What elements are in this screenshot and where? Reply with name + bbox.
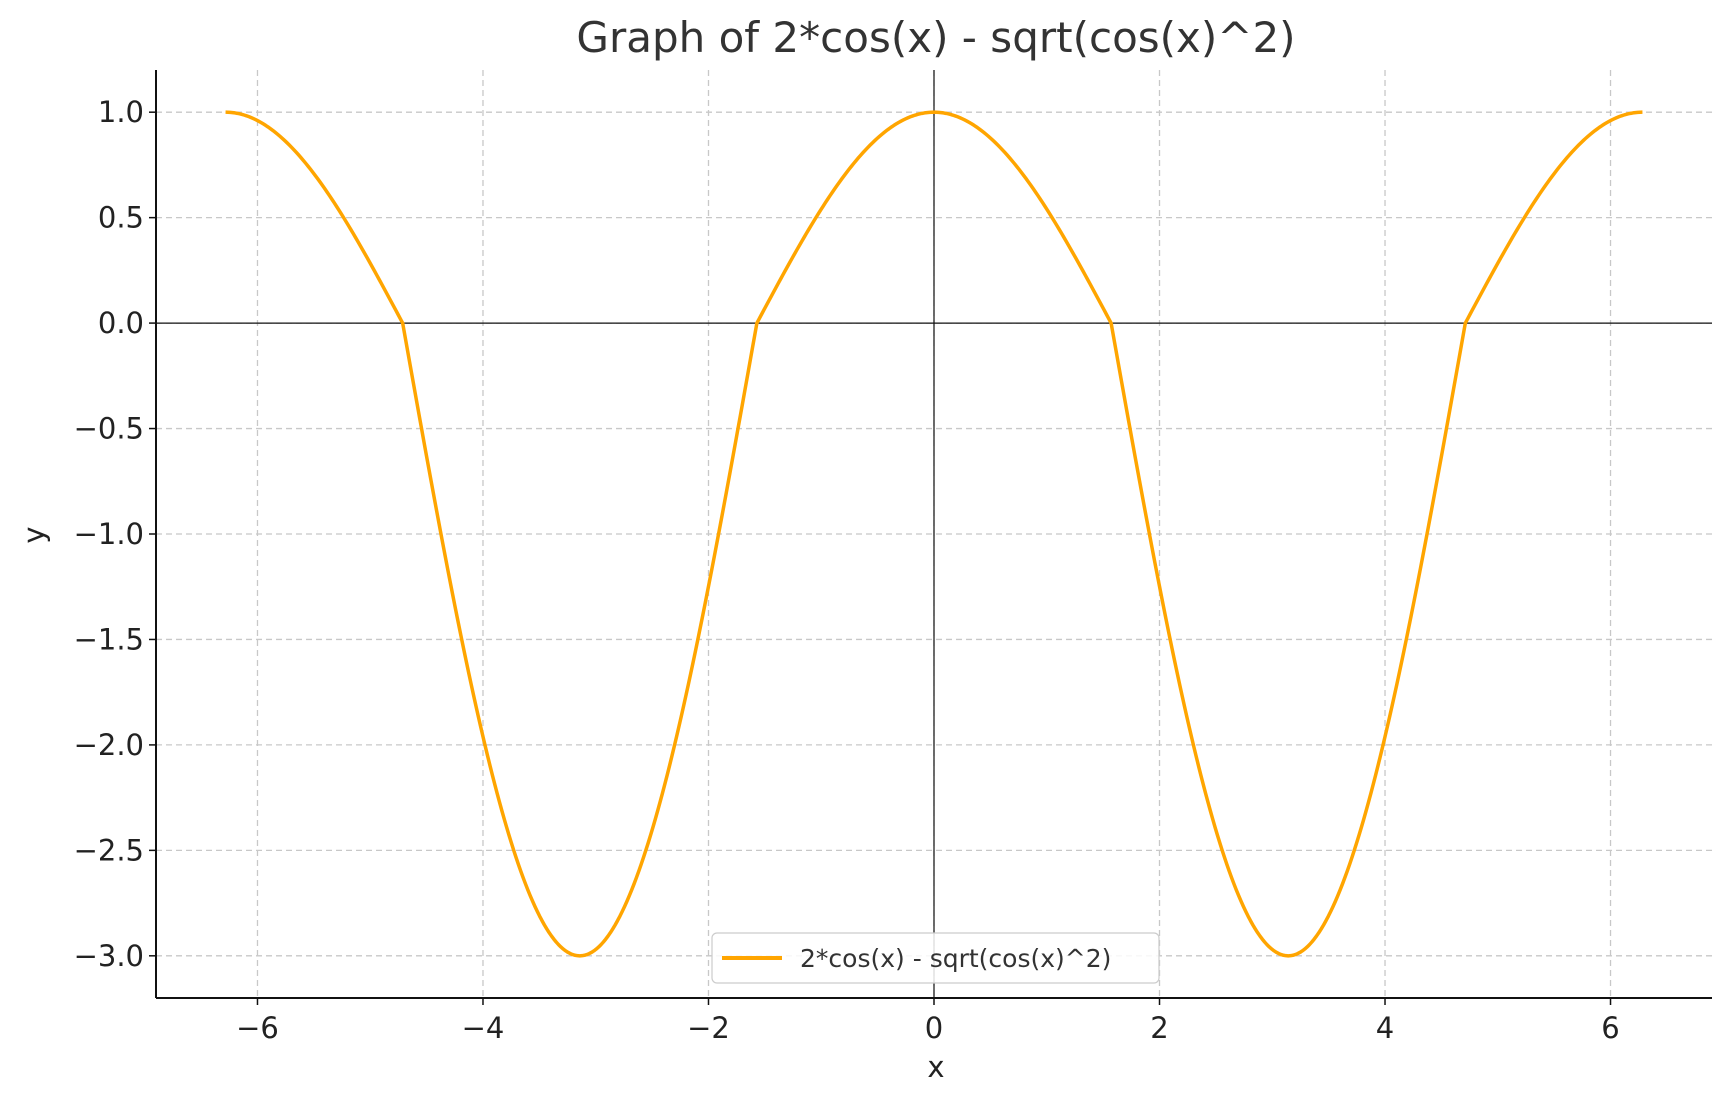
x-tick-label: 2 [1150,1011,1168,1045]
x-tick-label: 6 [1601,1011,1619,1045]
y-tick-label: −2.5 [74,833,144,867]
y-tick-label: −2.0 [74,728,144,762]
y-tick-label: −1.0 [74,517,144,551]
series-line-0 [225,110,1643,958]
zero-lines [156,70,1712,998]
y-tick-label: −1.5 [74,622,144,656]
x-tick-label: −4 [462,1011,505,1045]
x-tick-label: 4 [1376,1011,1394,1045]
y-tick-label: −0.5 [74,412,144,446]
x-tick-label: −6 [236,1011,279,1045]
x-axis-label: x [927,1050,944,1084]
legend-box [711,932,1160,984]
y-axis-label: y [17,526,51,543]
series-layer [225,110,1643,958]
x-tick-label: 0 [925,1011,943,1045]
y-tick-label: −3.0 [74,939,144,973]
y-tick-label: 0.5 [98,201,144,235]
legend-label: 2*cos(x) - sqrt(cos(x)^2) [800,944,1111,973]
legend: 2*cos(x) - sqrt(cos(x)^2) [711,932,1160,984]
y-tick-label: 0.0 [98,306,144,340]
axis-ticks: −6 −4 −2 0 2 4 6 1.0 0.5 0.0 −0.5 −1.0 −1.5 −2.0 −2.5 −… [74,95,1620,1045]
x-tick-label: −2 [687,1011,730,1045]
chart-title: Graph of 2*cos(x) - sqrt(cos(x)^2) [576,13,1295,62]
y-tick-label: 1.0 [98,95,144,129]
